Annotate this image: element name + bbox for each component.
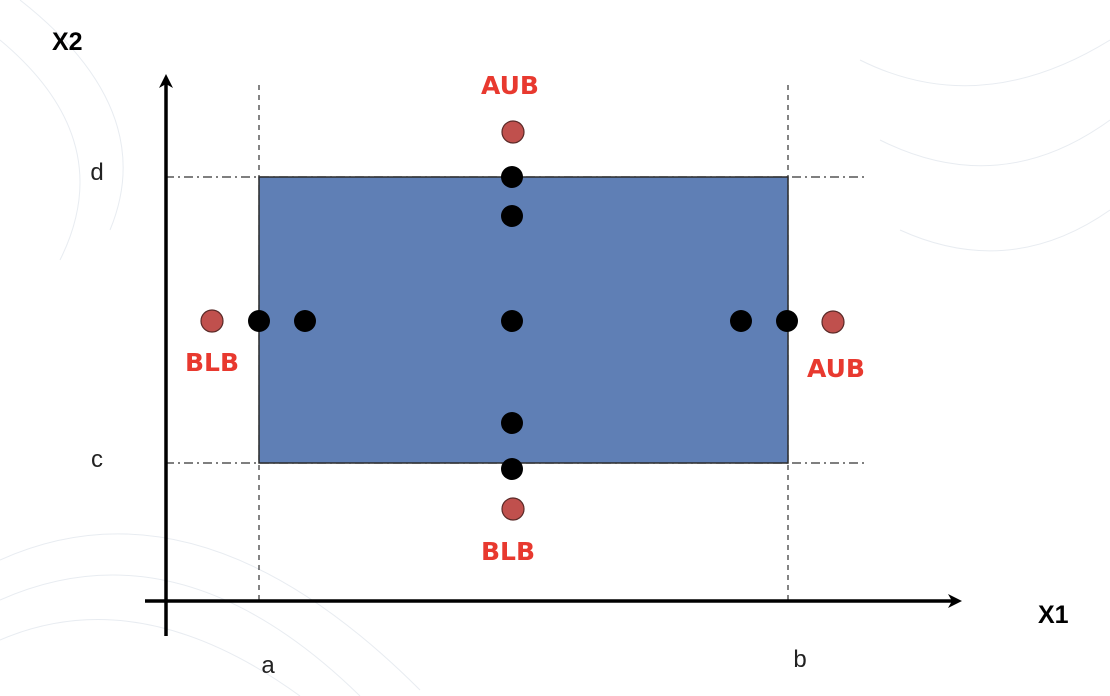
point-below-lower-bound-x1	[200, 309, 224, 333]
y-axis-title: X2	[52, 28, 83, 56]
label-blb-left: BLB	[185, 348, 239, 377]
valid-region	[258, 176, 789, 464]
x-tick-label-a: a	[261, 652, 275, 679]
point-above-min-x2	[501, 412, 523, 434]
point-min-x2	[501, 458, 523, 480]
x-axis-title: X1	[1038, 601, 1069, 629]
point-below-max-x2	[501, 205, 523, 227]
point-max-x2	[501, 166, 523, 188]
point-max-x1	[776, 310, 798, 332]
point-above-upper-bound-x2	[501, 120, 525, 144]
point-nominal	[501, 310, 523, 332]
label-aub-right: AUB	[807, 354, 865, 383]
point-above-upper-bound-x1	[821, 310, 845, 334]
point-above-min-x1	[294, 310, 316, 332]
point-below-max-x1	[730, 310, 752, 332]
label-aub-top: AUB	[481, 71, 539, 100]
y-tick-label-c: c	[91, 446, 103, 473]
y-tick-label-d: d	[90, 159, 103, 186]
label-blb-bottom: BLB	[481, 537, 535, 566]
point-below-lower-bound-x2	[501, 497, 525, 521]
x-tick-label-b: b	[793, 646, 806, 673]
point-min-x1	[248, 310, 270, 332]
